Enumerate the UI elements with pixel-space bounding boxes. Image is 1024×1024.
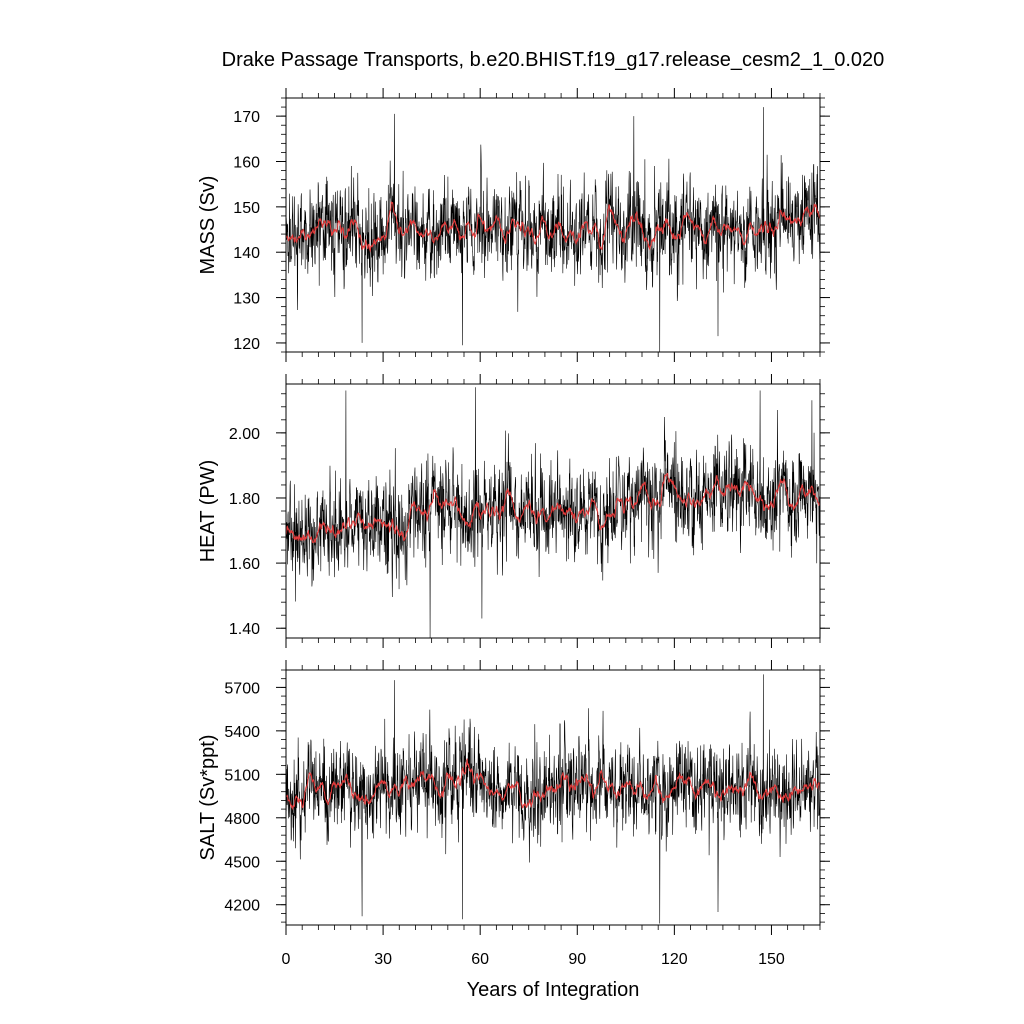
y-tick-label: 170 xyxy=(233,109,260,126)
series-line-raw xyxy=(286,107,820,352)
y-tick-label: 150 xyxy=(233,200,260,217)
y-tick-label: 120 xyxy=(233,336,260,353)
chart-title: Drake Passage Transports, b.e20.BHIST.f1… xyxy=(222,49,885,71)
x-tick-label: 150 xyxy=(758,951,785,968)
y-tick-label: 5400 xyxy=(224,724,260,741)
series-line-raw xyxy=(286,387,820,638)
y-tick-label: 2.00 xyxy=(229,426,260,443)
y-tick-label: 130 xyxy=(233,291,260,308)
plot-frame xyxy=(285,669,821,926)
y-axis-label: SALT (Sv*ppt) xyxy=(197,735,219,861)
y-tick-label: 1.80 xyxy=(229,491,260,508)
y-axis-label: MASS (Sv) xyxy=(197,176,219,275)
series-line-raw xyxy=(286,674,820,924)
x-axis-label: Years of Integration xyxy=(467,979,640,1001)
y-tick-label: 4500 xyxy=(224,854,260,871)
y-tick-label: 5100 xyxy=(224,767,260,784)
y-tick-label: 1.40 xyxy=(229,621,260,638)
x-tick-label: 0 xyxy=(282,951,291,968)
series-line-smoothed xyxy=(286,472,820,544)
x-tick-label: 120 xyxy=(661,951,688,968)
series-line-smoothed xyxy=(286,201,820,253)
y-tick-label: 5700 xyxy=(224,680,260,697)
y-tick-label: 140 xyxy=(233,245,260,262)
y-tick-label: 4800 xyxy=(224,811,260,828)
y-axis-label: HEAT (PW) xyxy=(197,460,219,563)
panel-2: 1.40 1.60 1.80 2.00 HEAT (PW) xyxy=(197,374,830,648)
panels-layer: 120 130 140 150 160 170 MASS (Sv) 1.40 1.60 1.80 2… xyxy=(197,88,830,968)
y-tick-label: 160 xyxy=(233,155,260,172)
y-tick-label: 1.60 xyxy=(229,556,260,573)
panel-1: 120 130 140 150 160 170 MASS (Sv) xyxy=(197,88,830,362)
x-tick-label: 60 xyxy=(471,951,489,968)
y-tick-label: 4200 xyxy=(224,898,260,915)
x-tick-label: 90 xyxy=(568,951,586,968)
x-tick-label: 30 xyxy=(374,951,392,968)
panel-3: 4200 4500 4800 5100 5400 5700 SALT (Sv*ppt) xyxy=(197,660,830,935)
series-line-smoothed xyxy=(286,758,820,811)
